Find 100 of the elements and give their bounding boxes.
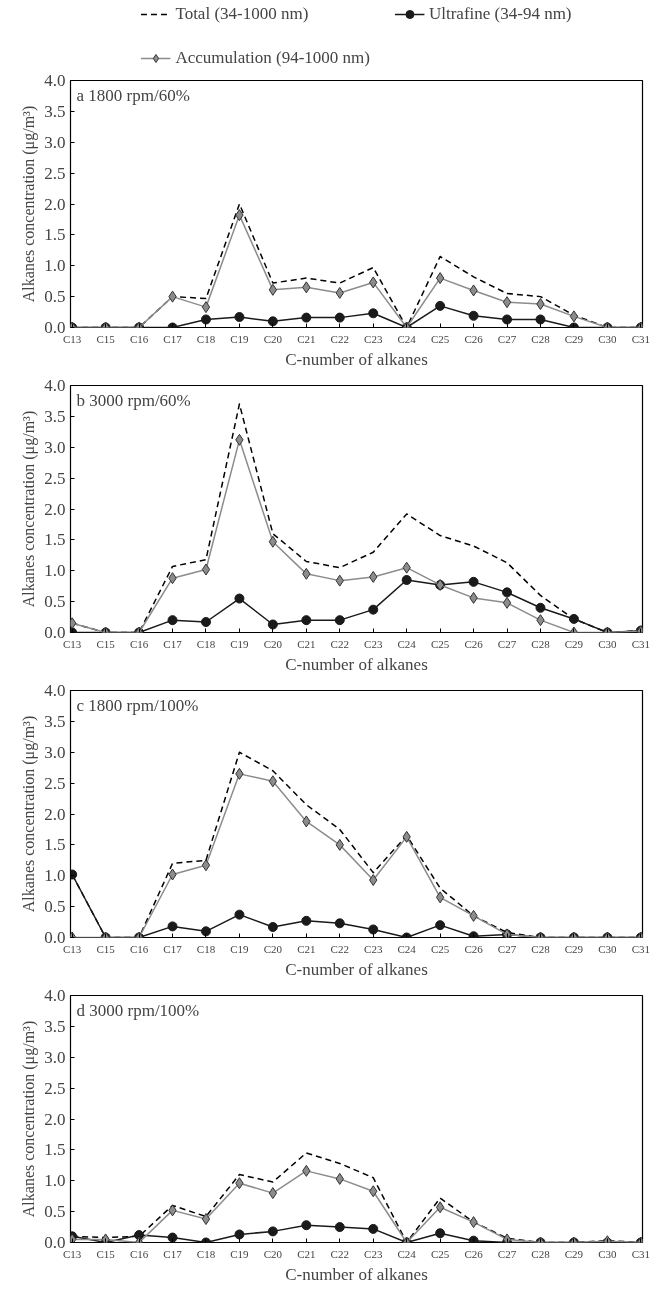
y-tick-label: 0.5 — [44, 897, 66, 917]
x-tick-label: C24 — [397, 1247, 417, 1260]
x-tick-label: C31 — [631, 942, 650, 955]
x-tick-label: C17 — [163, 942, 183, 955]
x-tick-label: C21 — [297, 332, 316, 345]
y-tick-label: 1.5 — [44, 530, 66, 550]
y-tick-label: 3.5 — [44, 101, 66, 121]
chart-title: d 3000 rpm/100% — [76, 1000, 200, 1020]
y-tick-label: 0.0 — [44, 318, 66, 337]
x-tick-label: C13 — [63, 332, 82, 345]
y-tick-label: 2.5 — [44, 773, 66, 793]
x-tick-label: C30 — [598, 332, 618, 345]
y-tick-label: 3.0 — [44, 132, 66, 152]
y-tick-label: 2.5 — [44, 163, 66, 183]
x-tick-label: C27 — [497, 1247, 517, 1260]
x-tick-label: C16 — [129, 942, 149, 955]
x-tick-label: C17 — [163, 1247, 183, 1260]
x-tick-label: C15 — [96, 1247, 116, 1260]
y-tick-label: 2.5 — [44, 1078, 66, 1098]
x-tick-label: C17 — [163, 637, 183, 650]
y-tick-label: 3.5 — [44, 711, 66, 731]
chart-title: c 1800 rpm/100% — [76, 695, 199, 715]
x-axis-title: C-number of alkanes — [285, 654, 428, 674]
x-tick-label: C26 — [464, 637, 484, 650]
y-tick-label: 3.0 — [44, 437, 66, 457]
x-tick-label: C21 — [297, 1247, 316, 1260]
x-tick-label: C26 — [464, 332, 484, 345]
y-tick-label: 2.0 — [44, 804, 66, 824]
chart-title: b 3000 rpm/60% — [76, 390, 191, 410]
x-tick-label: C15 — [96, 942, 116, 955]
x-tick-label: C15 — [96, 332, 116, 345]
x-tick-label: C27 — [497, 637, 517, 650]
x-tick-label: C28 — [531, 637, 551, 650]
y-tick-label: 1.0 — [44, 256, 66, 276]
y-tick-label: 1.5 — [44, 225, 66, 245]
x-tick-label: C25 — [430, 942, 450, 955]
x-tick-label: C28 — [531, 1247, 551, 1260]
x-tick-label: C20 — [263, 1247, 283, 1260]
x-tick-label: C31 — [631, 1247, 650, 1260]
chart-title: a 1800 rpm/60% — [76, 85, 190, 105]
y-tick-label: 0.0 — [44, 623, 66, 642]
y-tick-label: 4.0 — [44, 986, 66, 1005]
x-tick-label: C13 — [63, 1247, 82, 1260]
x-tick-label: C22 — [330, 942, 349, 955]
x-tick-label: C13 — [63, 942, 82, 955]
x-tick-label: C23 — [364, 1247, 383, 1260]
x-tick-label: C23 — [364, 332, 383, 345]
x-tick-label: C16 — [129, 332, 149, 345]
x-tick-label: C18 — [196, 637, 216, 650]
x-tick-label: C16 — [129, 1247, 149, 1260]
y-axis-title: Alkanes concentration (μg/m³) — [20, 410, 39, 608]
y-tick-label: 2.0 — [44, 499, 66, 519]
x-tick-label: C17 — [163, 332, 183, 345]
x-tick-label: C21 — [297, 942, 316, 955]
x-tick-label: C30 — [598, 1247, 618, 1260]
x-tick-label: C28 — [531, 332, 551, 345]
x-tick-label: C13 — [63, 637, 82, 650]
x-tick-label: C25 — [430, 332, 450, 345]
x-tick-label: C24 — [397, 942, 417, 955]
x-tick-label: C23 — [364, 942, 383, 955]
y-tick-label: 4.0 — [44, 71, 66, 90]
x-tick-label: C30 — [598, 637, 618, 650]
x-tick-label: C22 — [330, 332, 349, 345]
x-tick-label: C19 — [230, 332, 250, 345]
y-tick-label: 0.5 — [44, 592, 66, 612]
y-tick-label: 3.5 — [44, 1016, 66, 1036]
y-tick-label: 0.5 — [44, 287, 66, 307]
y-tick-label: 3.0 — [44, 742, 66, 762]
y-axis-title: Alkanes concentration (μg/m³) — [20, 715, 39, 913]
x-tick-label: C31 — [631, 332, 650, 345]
y-tick-label: 4.0 — [44, 681, 66, 700]
y-tick-label: 3.5 — [44, 406, 66, 426]
x-tick-label: C29 — [564, 332, 584, 345]
y-tick-label: 1.5 — [44, 1140, 66, 1160]
x-tick-label: C19 — [230, 1247, 250, 1260]
y-tick-label: 0.0 — [44, 1233, 66, 1252]
legend-label: Total (34-1000 nm) — [175, 4, 309, 24]
x-tick-label: C23 — [364, 637, 383, 650]
x-tick-label: C26 — [464, 942, 484, 955]
x-tick-label: C22 — [330, 1247, 349, 1260]
x-tick-label: C26 — [464, 1247, 484, 1260]
x-tick-label: C21 — [297, 637, 316, 650]
x-tick-label: C20 — [263, 637, 283, 650]
y-tick-label: 4.0 — [44, 376, 66, 395]
x-tick-label: C27 — [497, 942, 517, 955]
legend-label: Accumulation (94-1000 nm) — [175, 48, 370, 68]
x-tick-label: C27 — [497, 332, 517, 345]
x-tick-label: C22 — [330, 637, 349, 650]
y-tick-label: 1.0 — [44, 561, 66, 581]
y-tick-label: 2.0 — [44, 1109, 66, 1129]
x-tick-label: C29 — [564, 942, 584, 955]
x-tick-label: C25 — [430, 1247, 450, 1260]
y-tick-label: 1.0 — [44, 1171, 66, 1191]
x-tick-label: C25 — [430, 637, 450, 650]
y-tick-label: 1.5 — [44, 835, 66, 855]
x-axis-title: C-number of alkanes — [285, 959, 428, 979]
x-tick-label: C24 — [397, 332, 417, 345]
x-tick-label: C30 — [598, 942, 618, 955]
x-tick-label: C31 — [631, 637, 650, 650]
x-axis-title: C-number of alkanes — [285, 1264, 428, 1284]
